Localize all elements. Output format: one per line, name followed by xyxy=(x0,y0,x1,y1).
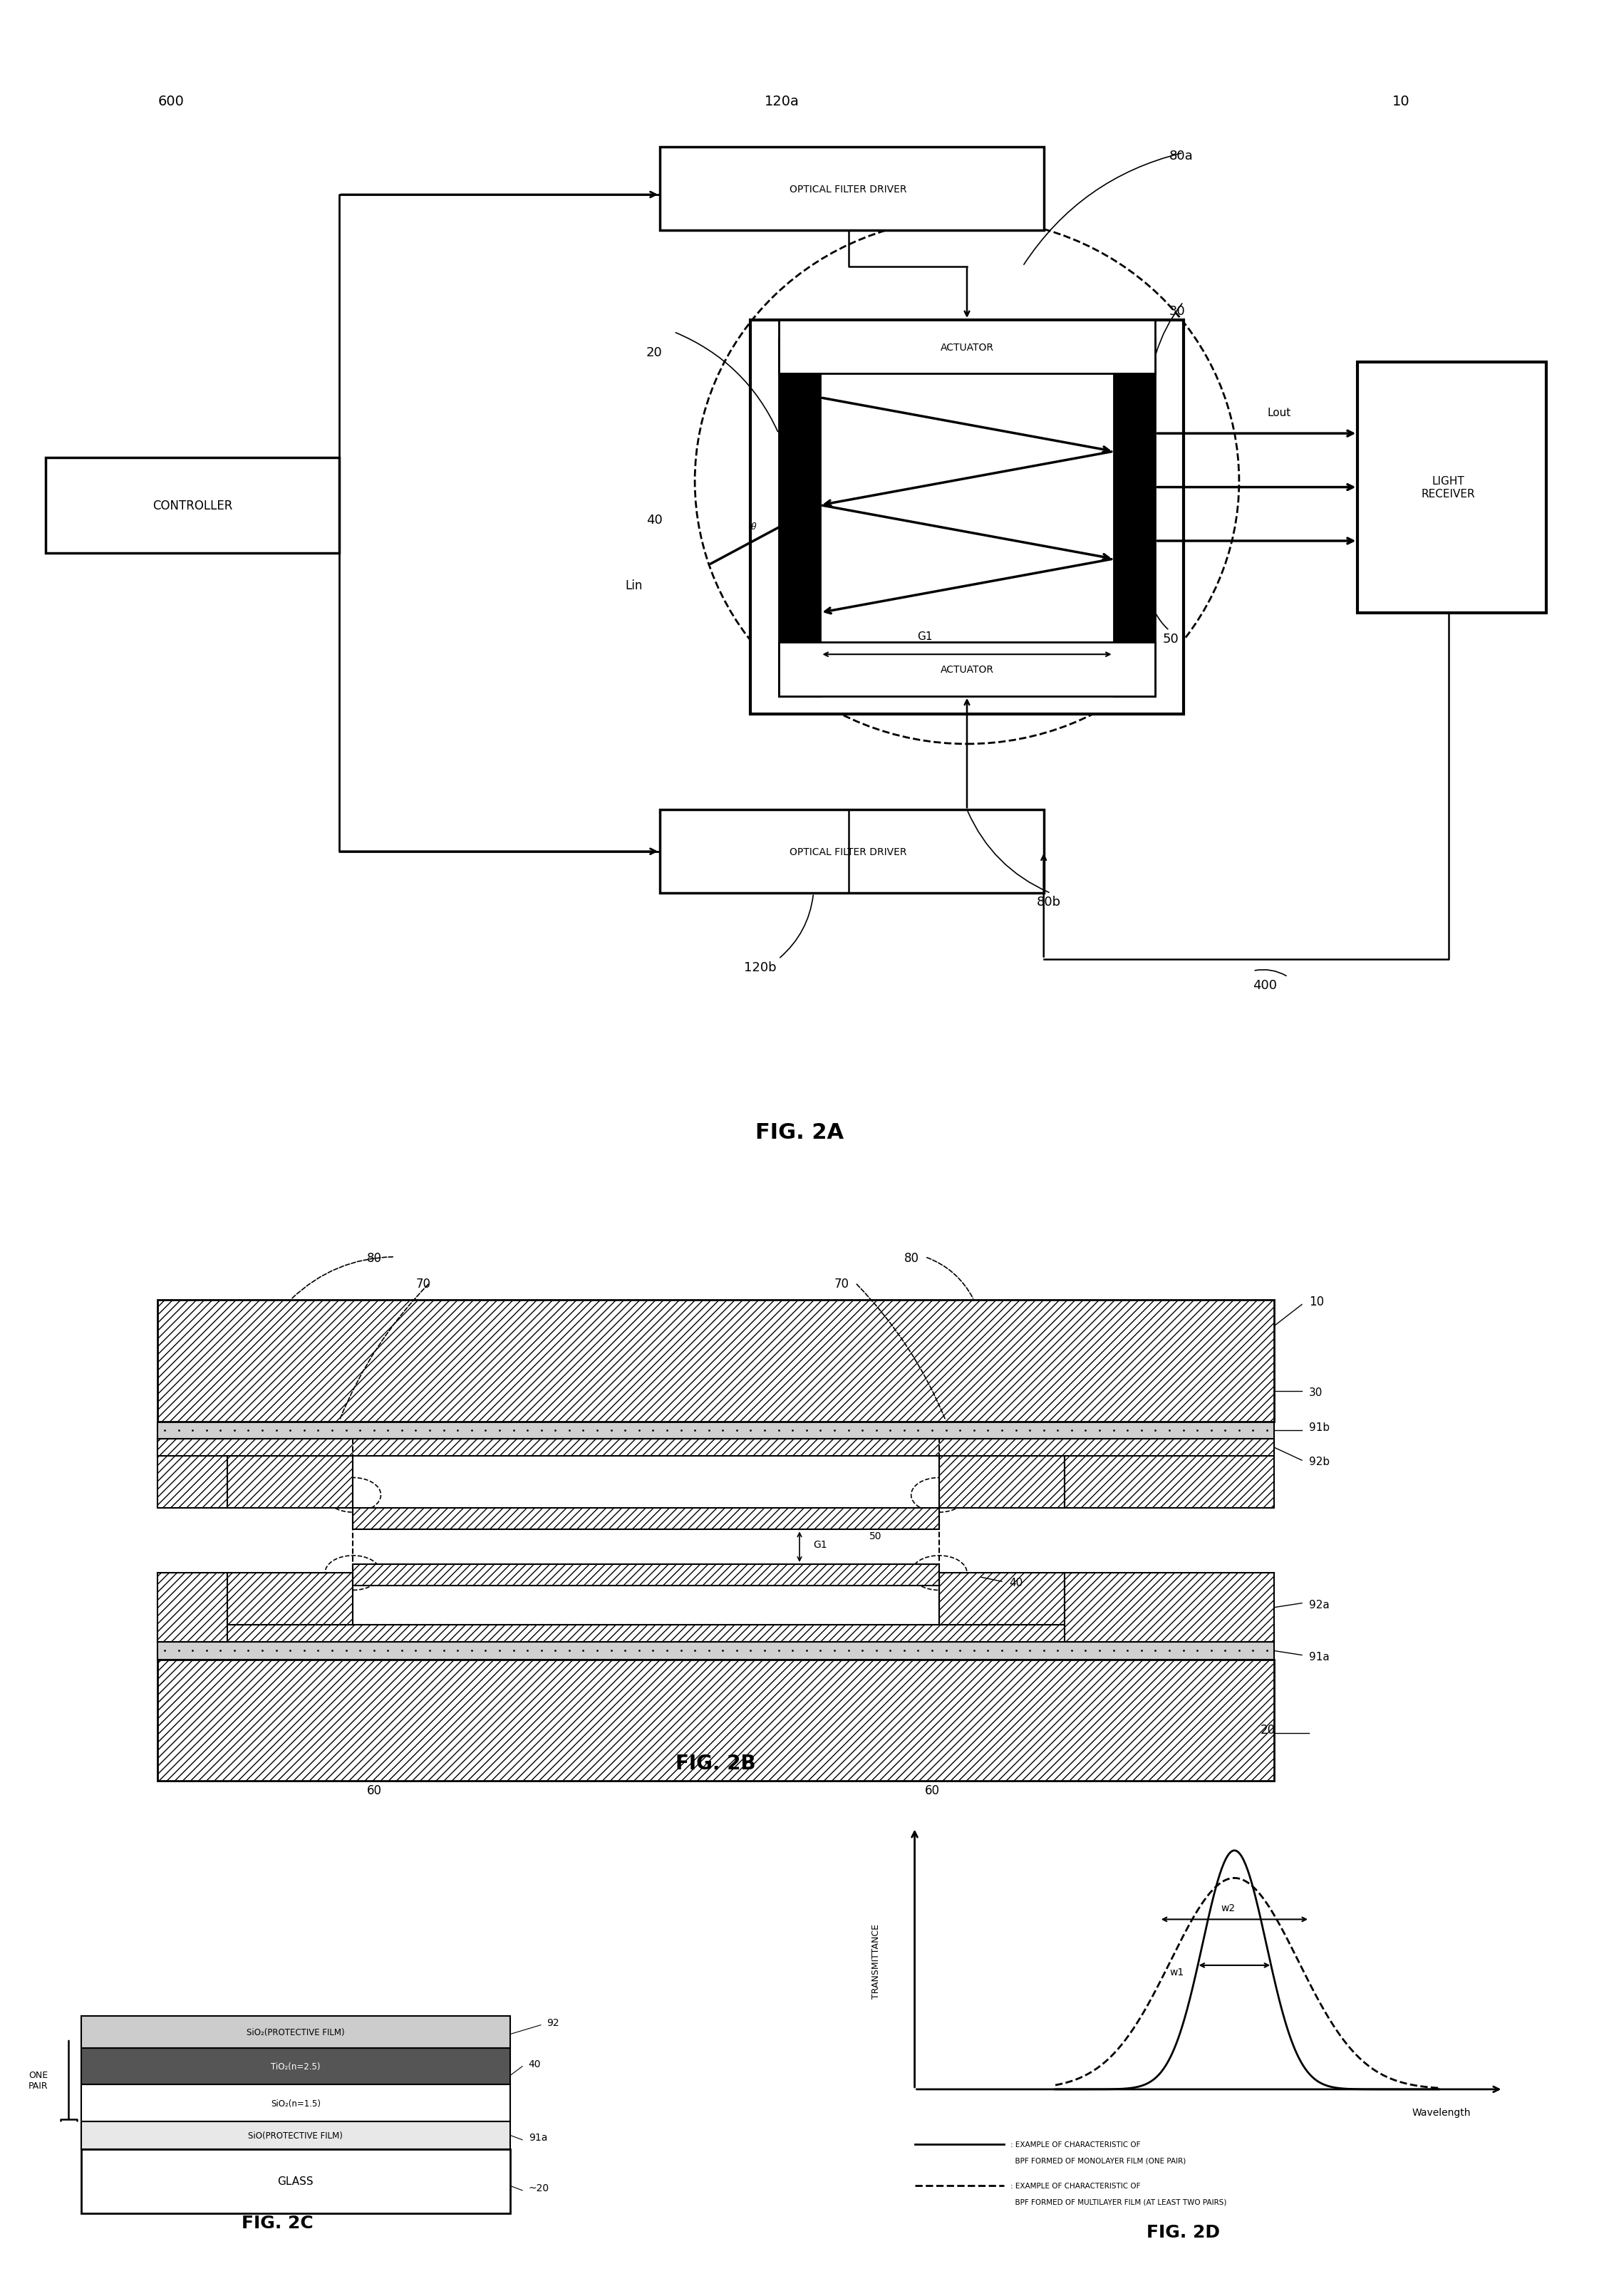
Bar xyxy=(779,338,820,696)
Bar xyxy=(353,1508,939,1529)
Text: 20: 20 xyxy=(646,347,662,358)
Text: CONTROLLER: CONTROLLER xyxy=(152,498,232,512)
Bar xyxy=(660,810,1044,893)
Text: SiO₂(n=1.5): SiO₂(n=1.5) xyxy=(270,2099,320,2108)
Text: G1: G1 xyxy=(918,631,932,643)
Text: FIG. 2B: FIG. 2B xyxy=(676,1754,756,1773)
Bar xyxy=(158,1660,1274,1782)
Bar xyxy=(779,321,1156,374)
Text: TiO₂(n=2.5): TiO₂(n=2.5) xyxy=(270,2062,320,2071)
Bar xyxy=(158,1440,227,1508)
Text: Lout: Lout xyxy=(1266,406,1290,418)
Text: 60: 60 xyxy=(366,1784,382,1795)
Text: 50: 50 xyxy=(1162,634,1178,645)
Text: 92a: 92a xyxy=(1310,1598,1329,1609)
Bar xyxy=(158,1300,1274,1421)
Text: FIG. 2A: FIG. 2A xyxy=(755,1123,844,1143)
Text: G1: G1 xyxy=(814,1538,827,1550)
Text: 10: 10 xyxy=(1393,94,1410,108)
Bar xyxy=(82,2122,510,2149)
Text: 50: 50 xyxy=(870,1531,881,1541)
Text: 30: 30 xyxy=(1310,1387,1322,1398)
Text: ~20: ~20 xyxy=(528,2183,548,2193)
Text: 80a: 80a xyxy=(1169,149,1193,163)
Text: 70: 70 xyxy=(416,1277,430,1290)
Text: BPF FORMED OF MULTILAYER FILM (AT LEAST TWO PAIRS): BPF FORMED OF MULTILAYER FILM (AT LEAST … xyxy=(1011,2197,1226,2206)
Text: 400: 400 xyxy=(1254,978,1278,992)
Bar xyxy=(82,2048,510,2085)
Bar xyxy=(227,1456,353,1508)
Text: 40: 40 xyxy=(528,2060,540,2069)
Text: OPTICAL FILTER DRIVER: OPTICAL FILTER DRIVER xyxy=(790,184,907,195)
Text: FIG. 2D: FIG. 2D xyxy=(1146,2223,1220,2241)
Text: 80: 80 xyxy=(903,1251,919,1265)
Bar xyxy=(82,2016,510,2048)
Text: w2: w2 xyxy=(1222,1903,1234,1913)
Bar xyxy=(158,1440,1274,1456)
Text: SiO₂(PROTECTIVE FILM): SiO₂(PROTECTIVE FILM) xyxy=(246,2027,344,2037)
Text: 120b: 120b xyxy=(744,962,776,974)
Text: 60: 60 xyxy=(926,1784,940,1795)
Text: LIGHT
RECEIVER: LIGHT RECEIVER xyxy=(1422,475,1476,498)
Text: 91a: 91a xyxy=(528,2133,547,2142)
Bar xyxy=(82,2149,510,2213)
Bar xyxy=(158,1642,1274,1660)
Text: OPTICAL FILTER DRIVER: OPTICAL FILTER DRIVER xyxy=(790,847,907,856)
Text: 120a: 120a xyxy=(764,94,800,108)
Bar xyxy=(779,643,1156,696)
Text: ACTUATOR: ACTUATOR xyxy=(940,666,993,675)
Bar xyxy=(750,321,1183,714)
Text: ACTUATOR: ACTUATOR xyxy=(940,342,993,351)
Text: : EXAMPLE OF CHARACTERISTIC OF: : EXAMPLE OF CHARACTERISTIC OF xyxy=(1011,2181,1140,2190)
Bar xyxy=(46,457,339,553)
Bar xyxy=(939,1456,1065,1508)
Text: Lin: Lin xyxy=(625,579,643,592)
Text: 600: 600 xyxy=(158,94,184,108)
Bar xyxy=(1358,363,1546,613)
Bar xyxy=(227,1573,353,1626)
Text: GLASS: GLASS xyxy=(278,2177,313,2186)
Text: ONE
PAIR: ONE PAIR xyxy=(29,2071,48,2089)
Text: 92: 92 xyxy=(547,2018,560,2027)
Text: 80b: 80b xyxy=(1036,895,1062,909)
Text: 91a: 91a xyxy=(1310,1651,1329,1662)
Bar xyxy=(1113,338,1156,696)
Bar xyxy=(158,1626,1274,1642)
Bar xyxy=(158,1421,1274,1440)
Text: : EXAMPLE OF CHARACTERISTIC OF: : EXAMPLE OF CHARACTERISTIC OF xyxy=(1011,2140,1140,2149)
Bar xyxy=(939,1573,1065,1626)
Bar xyxy=(1065,1573,1274,1642)
Bar xyxy=(660,147,1044,232)
Text: 40: 40 xyxy=(646,514,662,526)
Text: 40: 40 xyxy=(1009,1577,1022,1589)
Text: Wavelength: Wavelength xyxy=(1412,2108,1471,2117)
Text: FIG. 2C: FIG. 2C xyxy=(241,2213,313,2232)
Text: 92b: 92b xyxy=(1310,1456,1330,1467)
Text: $\theta$: $\theta$ xyxy=(750,521,758,533)
Text: 70: 70 xyxy=(835,1277,849,1290)
Text: 10: 10 xyxy=(1310,1295,1324,1309)
Bar xyxy=(158,1573,227,1642)
Text: 80: 80 xyxy=(366,1251,382,1265)
Text: 30: 30 xyxy=(1169,305,1185,317)
Bar xyxy=(82,2085,510,2122)
Text: TRANSMITTANCE: TRANSMITTANCE xyxy=(871,1924,881,1998)
Text: 20: 20 xyxy=(1260,1724,1274,1736)
Text: w1: w1 xyxy=(1169,1968,1183,1977)
Text: BPF FORMED OF MONOLAYER FILM (ONE PAIR): BPF FORMED OF MONOLAYER FILM (ONE PAIR) xyxy=(1011,2156,1186,2165)
Bar xyxy=(353,1564,939,1587)
Text: 91b: 91b xyxy=(1310,1421,1330,1433)
Bar xyxy=(1065,1440,1274,1508)
Text: SiO(PROTECTIVE FILM): SiO(PROTECTIVE FILM) xyxy=(248,2131,342,2140)
